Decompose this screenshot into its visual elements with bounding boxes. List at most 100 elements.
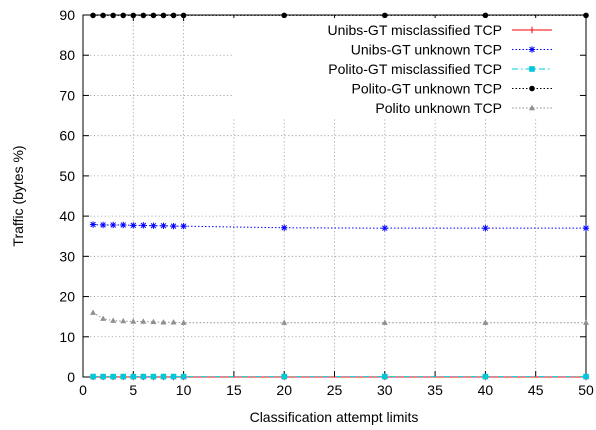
marker-stroke: [281, 225, 287, 231]
series-4: [90, 309, 589, 325]
data-point: [100, 315, 107, 321]
data-point: [140, 373, 147, 380]
data-point: [170, 319, 177, 325]
data-point: [160, 373, 167, 380]
data-point: [120, 317, 127, 324]
data-point: [180, 12, 187, 19]
y-tick-label: 0: [67, 369, 75, 385]
data-point: [180, 319, 187, 325]
y-tick-label: 30: [59, 248, 75, 264]
data-point: [381, 319, 388, 325]
data-point: [120, 12, 127, 19]
legend-label: Unibs-GT unknown TCP: [351, 42, 502, 58]
legend-label: Unibs-GT misclassified TCP: [327, 22, 502, 38]
series-line: [92, 312, 586, 324]
legend-sample-marker: [528, 26, 536, 34]
data-point: [382, 12, 388, 19]
legend-sample-marker: [529, 85, 535, 92]
marker-stroke: [110, 222, 116, 228]
data-point: [482, 319, 489, 325]
y-tick-label: 90: [59, 7, 75, 23]
data-point: [583, 12, 589, 19]
x-tick-label: 0: [79, 382, 87, 398]
y-tick-label: 40: [59, 208, 75, 224]
series-1: [89, 221, 590, 232]
data-point: [130, 12, 137, 19]
x-tick-label: 10: [176, 382, 192, 398]
data-point: [170, 12, 177, 19]
legend-entry: Polito-GT unknown TCP: [352, 81, 552, 97]
data-point: [140, 318, 147, 324]
data-point: [170, 373, 177, 380]
data-point: [482, 373, 489, 380]
legend-label: Polito-GT unknown TCP: [352, 81, 502, 97]
data-point: [180, 373, 187, 380]
x-tick-label: 5: [129, 382, 137, 398]
x-tick-label: 30: [377, 382, 393, 398]
data-point: [110, 373, 116, 380]
marker-stroke: [160, 223, 167, 229]
data-point: [100, 12, 106, 19]
y-axis-label: Traffic (bytes %): [10, 145, 26, 246]
y-tick-label: 70: [59, 87, 75, 103]
legend: Unibs-GT misclassified TCP Unibs-GT unkno…: [232, 18, 577, 118]
y-tick-label: 10: [59, 329, 75, 345]
x-tick-label: 45: [528, 382, 544, 398]
data-point: [90, 12, 96, 19]
data-point: [150, 373, 157, 380]
data-point: [482, 12, 489, 19]
data-point: [583, 319, 589, 325]
data-point: [281, 373, 287, 380]
series-2: [90, 373, 589, 380]
legend-sample-marker: [528, 46, 536, 53]
data-point: [110, 12, 116, 19]
x-tick-label: 50: [578, 382, 594, 398]
marker-stroke: [90, 221, 96, 228]
legend-background: [232, 18, 577, 118]
data-point: [130, 318, 137, 324]
legend-entry: Polito unknown TCP: [375, 100, 552, 116]
series-line: [93, 224, 586, 229]
data-point: [160, 12, 167, 19]
grid: [83, 15, 586, 377]
legend-label: Polito unknown TCP: [375, 100, 502, 116]
x-tick-label: 40: [478, 382, 494, 398]
data-point: [160, 319, 167, 325]
data-point: [281, 224, 288, 231]
y-tick-label: 80: [59, 47, 75, 63]
x-tick-label: 20: [276, 382, 292, 398]
data-point: [160, 222, 167, 229]
data-point: [130, 222, 137, 229]
marker-stroke: [382, 225, 388, 231]
marker-stroke: [120, 222, 126, 228]
data-point: [90, 373, 96, 380]
data-point: [120, 373, 127, 380]
marker-stroke: [529, 46, 535, 53]
data-point: [150, 318, 157, 325]
data-point: [140, 12, 147, 19]
data-point: [130, 373, 137, 380]
legend-entry: Unibs-GT misclassified TCP: [327, 22, 552, 38]
data-point: [170, 222, 177, 230]
data-point: [281, 12, 288, 19]
marker-stroke: [180, 223, 187, 229]
marker-stroke: [100, 222, 106, 228]
y-tick-label: 20: [59, 289, 75, 305]
data-point: [89, 221, 97, 228]
x-axis-label: Classification attempt limits: [250, 409, 419, 425]
legend-entry: Polito-GT misclassified TCP: [328, 61, 552, 77]
x-tick-label: 35: [427, 382, 443, 398]
data-point: [100, 373, 106, 380]
data-point: [90, 309, 97, 315]
marker-stroke: [140, 222, 147, 229]
legend-sample-marker: [529, 104, 535, 111]
data-point: [281, 319, 288, 325]
x-tick-label: 15: [226, 382, 242, 398]
series-3: [90, 12, 589, 19]
data-point: [482, 224, 489, 232]
marker-stroke: [583, 225, 589, 231]
y-tick-label: 60: [59, 128, 75, 144]
legend-sample-marker: [529, 66, 535, 72]
marker-stroke: [170, 223, 177, 229]
